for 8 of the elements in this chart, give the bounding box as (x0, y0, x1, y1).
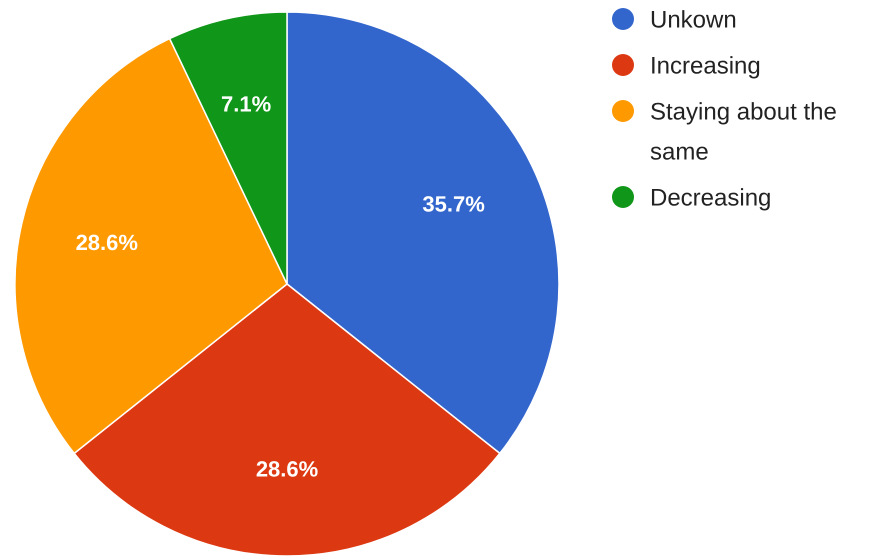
data-label: 28.6% (76, 230, 138, 256)
data-label: 35.7% (422, 191, 485, 216)
legend-label: Unkown (650, 6, 737, 34)
legend-label: Staying about the same (650, 98, 837, 166)
legend-label: Increasing (650, 52, 761, 80)
data-label: 28.6% (256, 456, 318, 482)
data-label: 7.1% (221, 91, 272, 116)
legend-label: Decreasing (650, 184, 772, 212)
